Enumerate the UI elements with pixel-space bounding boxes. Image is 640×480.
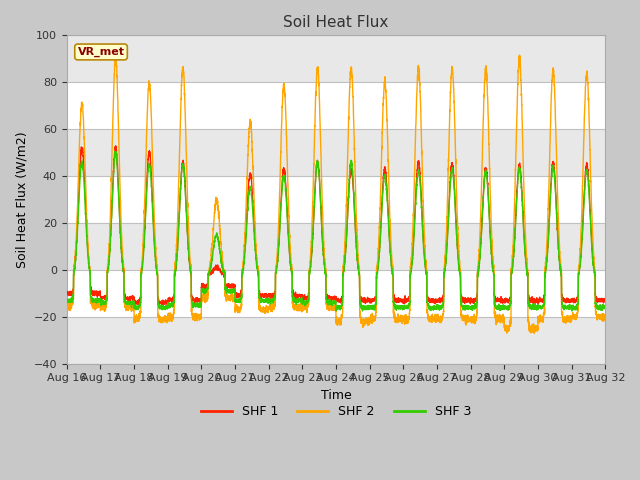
SHF 2: [510, 218, 518, 224]
SHF 3: [111, 148, 119, 154]
SHF 2: [63, 301, 70, 307]
SHF 3: [602, 304, 609, 310]
Bar: [67, 129, 605, 176]
Title: Soil Heat Flux: Soil Heat Flux: [284, 15, 388, 30]
SHF 1: [524, 292, 532, 298]
SHF 1: [175, 223, 182, 229]
SHF 3: [484, 182, 492, 188]
X-axis label: Time: Time: [321, 389, 351, 402]
SHF 1: [63, 290, 70, 296]
SHF 1: [385, 222, 393, 228]
SHF 2: [175, 188, 182, 193]
SHF 2: [531, 330, 538, 336]
Text: VR_met: VR_met: [77, 47, 125, 57]
Line: SHF 2: SHF 2: [67, 55, 605, 333]
SHF 1: [484, 180, 492, 186]
SHF 1: [112, 143, 120, 149]
SHF 1: [510, 242, 518, 248]
SHF 2: [356, 308, 364, 314]
Line: SHF 3: SHF 3: [67, 151, 605, 311]
Line: SHF 1: SHF 1: [67, 146, 605, 305]
SHF 2: [484, 93, 492, 99]
Legend: SHF 1, SHF 2, SHF 3: SHF 1, SHF 2, SHF 3: [196, 400, 476, 423]
SHF 3: [510, 249, 518, 255]
SHF 3: [63, 296, 70, 302]
SHF 3: [356, 298, 364, 303]
SHF 2: [111, 52, 119, 58]
SHF 2: [385, 178, 392, 184]
SHF 1: [602, 297, 609, 303]
SHF 2: [602, 312, 609, 317]
Bar: [67, 223, 605, 270]
SHF 3: [568, 308, 576, 314]
Y-axis label: Soil Heat Flux (W/m2): Soil Heat Flux (W/m2): [15, 131, 28, 268]
Bar: [67, 317, 605, 364]
SHF 3: [524, 298, 532, 304]
SHF 1: [134, 302, 141, 308]
Bar: [67, 36, 605, 82]
SHF 2: [524, 314, 532, 320]
SHF 1: [356, 295, 364, 301]
SHF 3: [175, 228, 182, 233]
SHF 3: [385, 227, 392, 232]
